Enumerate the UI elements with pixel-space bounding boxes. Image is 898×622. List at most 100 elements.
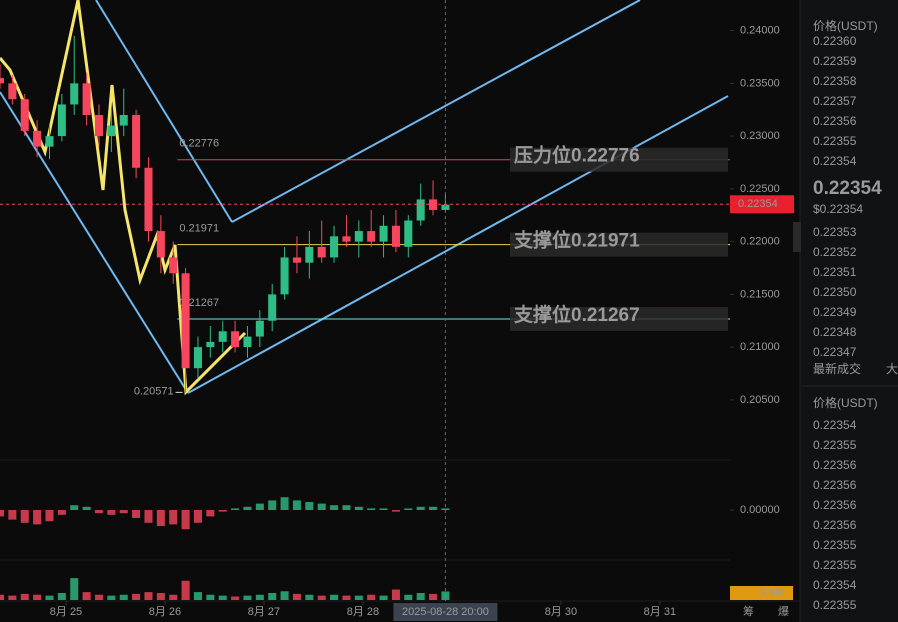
candle-body xyxy=(292,257,301,263)
mid-usd: $0.22354 xyxy=(813,202,863,216)
candle-body xyxy=(193,347,202,369)
candle-body xyxy=(8,83,17,100)
candle-body xyxy=(342,236,351,242)
trade-price: 0.22355 xyxy=(813,558,857,572)
level-text: 支撑位0.21971 xyxy=(513,229,640,252)
macd-bar xyxy=(379,508,388,510)
macd-bar xyxy=(45,510,54,522)
bid-price: 0.22347 xyxy=(813,345,857,359)
candle-body xyxy=(317,246,326,258)
candle-body xyxy=(379,225,388,242)
trade-price: 0.22356 xyxy=(813,518,857,532)
volume-bar xyxy=(45,595,54,600)
volume-bar xyxy=(132,593,141,600)
bid-price: 0.22351 xyxy=(813,265,857,279)
macd-bar xyxy=(255,503,264,510)
volume-bar xyxy=(0,594,5,600)
macd-bar xyxy=(317,503,326,510)
level-text: 压力位0.22776 xyxy=(514,144,640,167)
trades-header: 价格(USDT) xyxy=(813,395,878,410)
volume-bar xyxy=(82,592,91,600)
volume-bar xyxy=(144,592,153,600)
x-tick-label: 8月 31 xyxy=(644,606,676,618)
volume-bar xyxy=(243,595,252,600)
volume-bar xyxy=(305,594,314,600)
macd-bar xyxy=(70,505,79,510)
level-box xyxy=(510,306,728,331)
macd-bar xyxy=(94,510,104,514)
channel-line xyxy=(95,0,233,223)
volume-bar xyxy=(379,595,388,600)
bid-price: 0.22348 xyxy=(813,325,857,339)
volume-bar xyxy=(119,594,128,600)
candle-body xyxy=(255,320,264,337)
candle-body xyxy=(70,83,79,105)
macd-bar xyxy=(342,505,351,510)
x-tick-label: 8月 26 xyxy=(149,606,181,618)
x-tick-label: 8月 27 xyxy=(248,606,280,618)
macd-bar xyxy=(169,510,178,525)
candle-body xyxy=(0,78,5,84)
candle-body xyxy=(107,125,116,137)
volume-bar xyxy=(169,594,178,600)
volume-bar xyxy=(416,593,425,600)
volume-bar xyxy=(429,593,438,600)
volume-bar xyxy=(404,594,413,600)
macd-bar xyxy=(82,506,91,510)
candle-body xyxy=(268,294,277,321)
trades-tab[interactable]: 大 xyxy=(886,362,898,376)
trade-price: 0.22354 xyxy=(813,578,857,592)
macd-bar xyxy=(156,510,165,526)
level-box xyxy=(510,147,728,172)
volume-bar xyxy=(317,595,326,600)
volume-bar xyxy=(280,591,289,600)
candle-body xyxy=(45,136,54,147)
volume-bar xyxy=(292,593,301,600)
macd-bar xyxy=(243,506,252,510)
volume-bar xyxy=(367,594,376,600)
candle-body xyxy=(33,130,42,147)
macd-bar xyxy=(218,510,227,512)
candle-body xyxy=(305,246,314,263)
macd-bar xyxy=(193,510,202,523)
macd-bar xyxy=(57,510,66,515)
wave-drawing xyxy=(0,0,247,396)
candle-body xyxy=(132,115,141,168)
candle-body xyxy=(119,115,128,126)
volume-bar xyxy=(330,594,339,600)
trades-tab[interactable]: 最新成交 xyxy=(813,361,861,376)
volume-bar xyxy=(94,594,104,600)
toolbar-item[interactable]: 爆 xyxy=(778,604,789,618)
y-tick-label: 0.21500 xyxy=(740,288,780,300)
volume-bar xyxy=(57,593,66,600)
volume-label: 9.8M xyxy=(760,587,784,599)
macd-bar xyxy=(20,510,29,523)
ask-price: 0.22360 xyxy=(813,34,857,48)
crosshair-tag xyxy=(393,603,498,621)
macd-bar xyxy=(8,510,17,520)
toolbar-item[interactable]: 筹 xyxy=(743,604,754,618)
volume-bar xyxy=(218,595,227,600)
macd-bar xyxy=(268,500,277,510)
macd-bar xyxy=(132,510,141,518)
x-tick-label: 8月 25 xyxy=(50,606,82,618)
collapse-tab[interactable] xyxy=(793,222,801,252)
trade-price: 0.22355 xyxy=(813,538,857,552)
trade-price: 0.22356 xyxy=(813,478,857,492)
macd-bar xyxy=(206,510,215,517)
last-price-tag xyxy=(730,195,794,214)
macd-bar xyxy=(404,508,413,510)
macd-bar xyxy=(119,510,128,514)
bid-price: 0.22353 xyxy=(813,225,857,239)
macd-bar xyxy=(441,508,450,510)
candle-body xyxy=(169,257,178,274)
volume-bar xyxy=(255,594,264,600)
candle-body xyxy=(156,231,165,258)
trade-price: 0.22356 xyxy=(813,458,857,472)
y-tick-label: 0.21000 xyxy=(740,341,780,353)
trade-price: 0.22355 xyxy=(813,438,857,452)
candle-body xyxy=(367,231,376,242)
level-value: 0.21971 xyxy=(179,223,219,235)
